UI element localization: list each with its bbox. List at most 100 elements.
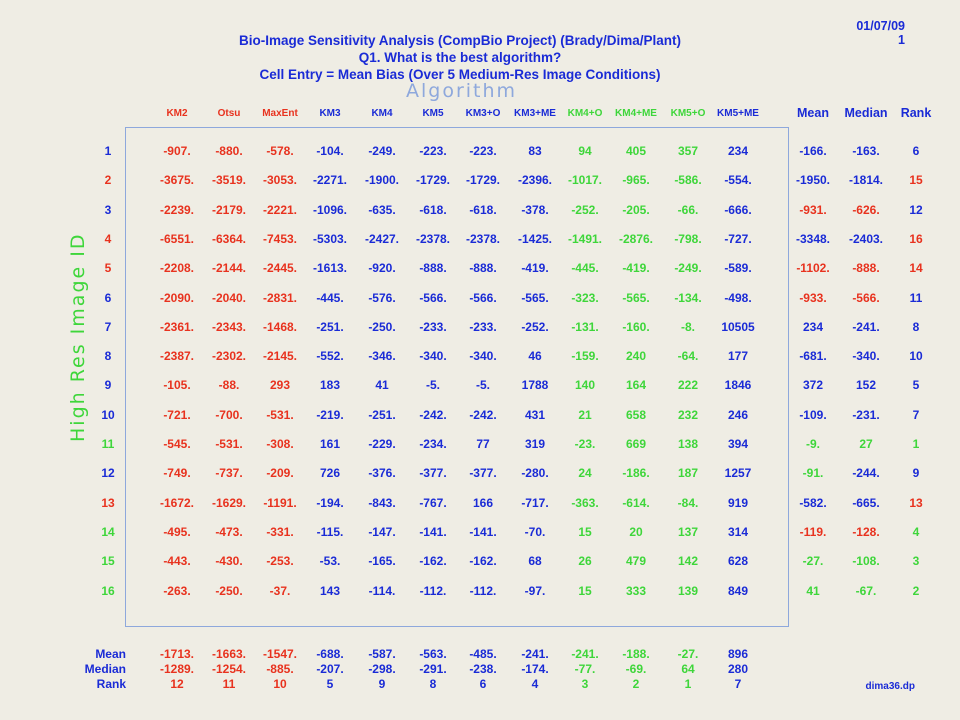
row-mean-cell: -91. xyxy=(802,466,824,481)
table-cell: -1491. xyxy=(567,231,603,246)
footer-cell: 64 xyxy=(681,662,695,676)
table-cell: -64. xyxy=(677,349,699,364)
footer-cell: 5 xyxy=(326,677,334,691)
table-cell: 394 xyxy=(727,437,749,451)
table-cell: -340. xyxy=(419,349,447,364)
footer-cell: -1547. xyxy=(262,647,298,661)
row-id-label: 2 xyxy=(104,173,112,188)
row-mean-cell: -1102. xyxy=(796,261,830,276)
table-cell: 333 xyxy=(625,583,647,598)
footer-cell: -77. xyxy=(574,662,596,676)
table-cell: -53. xyxy=(319,554,341,569)
row-rank-cell: 14 xyxy=(909,261,923,276)
table-cell: -737. xyxy=(215,466,243,481)
column-header: KM2 xyxy=(166,108,188,119)
table-cell: -2445. xyxy=(262,261,298,276)
table-cell: -2221. xyxy=(262,202,298,217)
table-cell: -112. xyxy=(419,583,447,598)
table-cell: -112. xyxy=(469,583,497,598)
table-cell: 143 xyxy=(319,583,341,598)
footer-cell: 9 xyxy=(378,677,386,691)
summary-column-header: Rank xyxy=(900,106,932,120)
row-median-cell: -888. xyxy=(852,261,880,276)
footer-row-label: Median xyxy=(84,662,126,676)
table-cell: 405 xyxy=(625,144,647,158)
row-id-label: 9 xyxy=(104,378,112,393)
table-cell: 21 xyxy=(578,407,592,422)
footer-cell: -1289. xyxy=(159,662,195,676)
table-cell: 139 xyxy=(677,583,699,598)
footer-cell: -563. xyxy=(419,647,447,661)
row-mean-cell: -109. xyxy=(799,407,827,422)
table-cell: -586. xyxy=(674,173,702,188)
table-cell: -165. xyxy=(368,554,396,569)
footer-cell: 6 xyxy=(479,677,487,691)
row-median-cell: -1814. xyxy=(848,173,884,188)
table-cell: -3519. xyxy=(211,173,247,188)
table-cell: 166 xyxy=(472,495,494,510)
table-cell: -141. xyxy=(469,524,497,539)
table-cell: -1096. xyxy=(312,202,348,217)
column-header: KM5+O xyxy=(670,108,706,119)
table-cell: -84. xyxy=(677,495,699,510)
row-mean-cell: -933. xyxy=(799,290,827,305)
row-mean-cell: -931. xyxy=(799,202,827,217)
table-cell: -2179. xyxy=(211,202,247,217)
row-median-cell: -244. xyxy=(852,466,880,481)
footer-cell: -291. xyxy=(419,662,447,676)
footer-cell: -241. xyxy=(521,647,549,661)
table-cell: -242. xyxy=(419,407,447,422)
table-cell: 479 xyxy=(625,554,647,569)
table-cell: -363. xyxy=(571,495,599,510)
table-cell: -1729. xyxy=(415,173,451,188)
row-median-cell: -67. xyxy=(855,583,877,598)
table-cell: -565. xyxy=(521,290,549,305)
footer-cell: -587. xyxy=(368,647,396,661)
table-cell: -7453. xyxy=(262,231,298,246)
footer-cell: -485. xyxy=(469,647,497,661)
row-rank-cell: 9 xyxy=(912,466,920,481)
table-cell: -1672. xyxy=(159,495,195,510)
row-id-label: 16 xyxy=(101,583,115,598)
row-mean-cell: -27. xyxy=(802,554,824,569)
table-cell: -419. xyxy=(622,261,650,276)
row-mean-cell: -9. xyxy=(805,437,820,451)
table-cell: -576. xyxy=(368,290,396,305)
table-cell: -252. xyxy=(521,319,549,334)
table-cell: 140 xyxy=(574,378,596,393)
row-mean-cell: -119. xyxy=(799,524,827,539)
filename-label: dima36.dp xyxy=(865,681,915,692)
table-cell: -2302. xyxy=(211,349,247,364)
table-cell: -727. xyxy=(724,231,752,246)
table-cell: -749. xyxy=(163,466,191,481)
table-cell: -323. xyxy=(571,290,599,305)
table-cell: -141. xyxy=(419,524,447,539)
row-mean-cell: -166. xyxy=(799,144,827,158)
table-cell: 234 xyxy=(727,144,749,158)
algorithm-axis-label: Algorithm xyxy=(406,80,518,102)
row-median-cell: -163. xyxy=(852,144,880,158)
row-id-label: 4 xyxy=(104,231,112,246)
image-id-axis-label: High Res Image ID xyxy=(67,232,89,442)
table-cell: -115. xyxy=(316,524,344,539)
footer-cell: -27. xyxy=(677,647,699,661)
table-cell: -3053. xyxy=(262,173,298,188)
table-cell: -331. xyxy=(266,524,294,539)
table-cell: 15 xyxy=(578,583,592,598)
column-header: KM3+O xyxy=(465,108,501,119)
table-cell: 94 xyxy=(578,144,592,158)
table-cell: -445. xyxy=(316,290,344,305)
table-cell: 319 xyxy=(524,437,546,451)
table-cell: -2427. xyxy=(364,231,400,246)
table-cell: -589. xyxy=(724,261,752,276)
table-cell: -233. xyxy=(419,319,447,334)
table-cell: 357 xyxy=(677,144,699,158)
table-cell: -219. xyxy=(316,407,344,422)
table-cell: 1257 xyxy=(724,466,752,481)
table-cell: -666. xyxy=(724,202,752,217)
table-cell: -1425. xyxy=(517,231,553,246)
row-id-label: 15 xyxy=(101,554,115,569)
column-header: Otsu xyxy=(217,108,241,119)
table-cell: -2208. xyxy=(159,261,195,276)
row-rank-cell: 3 xyxy=(912,554,920,569)
